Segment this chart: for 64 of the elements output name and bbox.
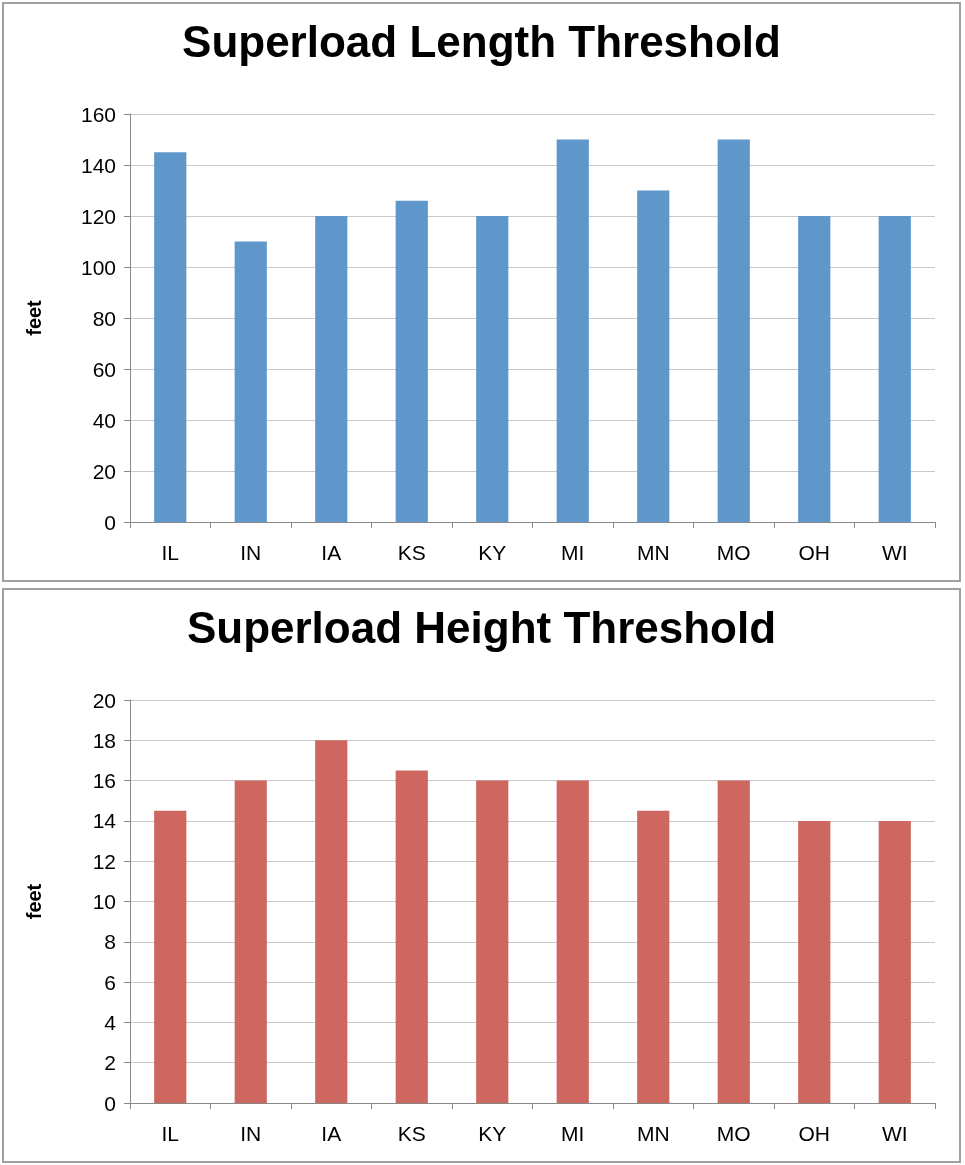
x-tick-label: KS: [397, 1122, 426, 1145]
bar: [637, 190, 670, 522]
x-tick-label: MO: [716, 541, 751, 564]
x-tick-label: WI: [881, 1122, 908, 1145]
y-tick-label: 20: [92, 688, 116, 712]
y-tick-label: 10: [92, 890, 116, 913]
x-tick-label: IA: [321, 1122, 342, 1145]
x-tick-label: KY: [478, 541, 507, 564]
y-tick-label: 18: [92, 728, 116, 752]
chart-title: Superload Length Threshold: [182, 16, 781, 66]
y-axis-title: feet: [23, 299, 45, 336]
bar: [637, 810, 670, 1103]
x-tick-label: KS: [397, 541, 426, 564]
y-tick-label: 14: [92, 809, 117, 833]
x-tick-label: OH: [798, 1122, 830, 1145]
y-tick-label: 4: [104, 1010, 117, 1034]
x-tick-label: MN: [636, 1122, 670, 1145]
bar: [717, 139, 750, 522]
y-tick-label: 8: [104, 930, 116, 954]
bar: [798, 216, 831, 522]
bar: [395, 200, 428, 522]
x-tick-label: MI: [561, 1122, 585, 1145]
chart-title: Superload Height Threshold: [186, 602, 777, 652]
x-tick-label: WI: [881, 541, 908, 564]
bar: [315, 740, 348, 1103]
x-tick-label: OH: [798, 541, 830, 564]
bar: [395, 770, 428, 1103]
y-tick-label: 140: [80, 153, 116, 177]
bar: [878, 216, 911, 522]
y-tick-label: 100: [80, 255, 116, 279]
x-tick-label: MO: [716, 1122, 751, 1145]
bar: [315, 216, 348, 522]
y-tick-label: 0: [104, 1091, 116, 1115]
bar: [234, 241, 267, 522]
y-tick-label: 20: [92, 459, 116, 483]
bar: [798, 820, 831, 1103]
x-tick-label: KY: [478, 1122, 507, 1145]
y-tick-label: 0: [104, 510, 116, 534]
y-tick-label: 2: [104, 1051, 116, 1075]
y-tick-label: 16: [92, 769, 116, 793]
bar: [154, 810, 187, 1103]
bar: [154, 152, 187, 522]
x-tick-label: IN: [240, 541, 262, 564]
x-tick-label: IN: [240, 1122, 262, 1145]
x-tick-label: IA: [321, 541, 342, 564]
y-tick-label: 12: [92, 849, 116, 873]
bar: [476, 216, 509, 522]
y-axis-title: feet: [23, 883, 45, 920]
bar: [556, 139, 589, 522]
bar: [234, 780, 267, 1103]
x-tick-label: MN: [636, 541, 670, 564]
y-tick-label: 80: [92, 306, 116, 330]
y-tick-label: 160: [80, 102, 116, 126]
y-tick-label: 120: [80, 204, 116, 228]
x-tick-label: IL: [161, 1122, 180, 1145]
y-tick-label: 6: [104, 970, 116, 994]
bar: [878, 820, 911, 1103]
x-tick-label: IL: [161, 541, 180, 564]
bar: [556, 780, 589, 1103]
bar: [476, 780, 509, 1103]
y-tick-label: 60: [92, 357, 116, 381]
y-tick-label: 40: [92, 408, 116, 432]
bar: [717, 780, 750, 1103]
x-tick-label: MI: [561, 541, 585, 564]
